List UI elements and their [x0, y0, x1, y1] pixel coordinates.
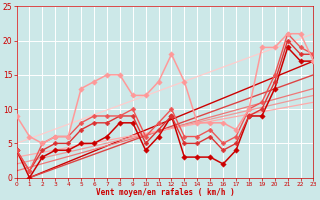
X-axis label: Vent moyen/en rafales ( km/h ): Vent moyen/en rafales ( km/h ): [96, 188, 234, 197]
